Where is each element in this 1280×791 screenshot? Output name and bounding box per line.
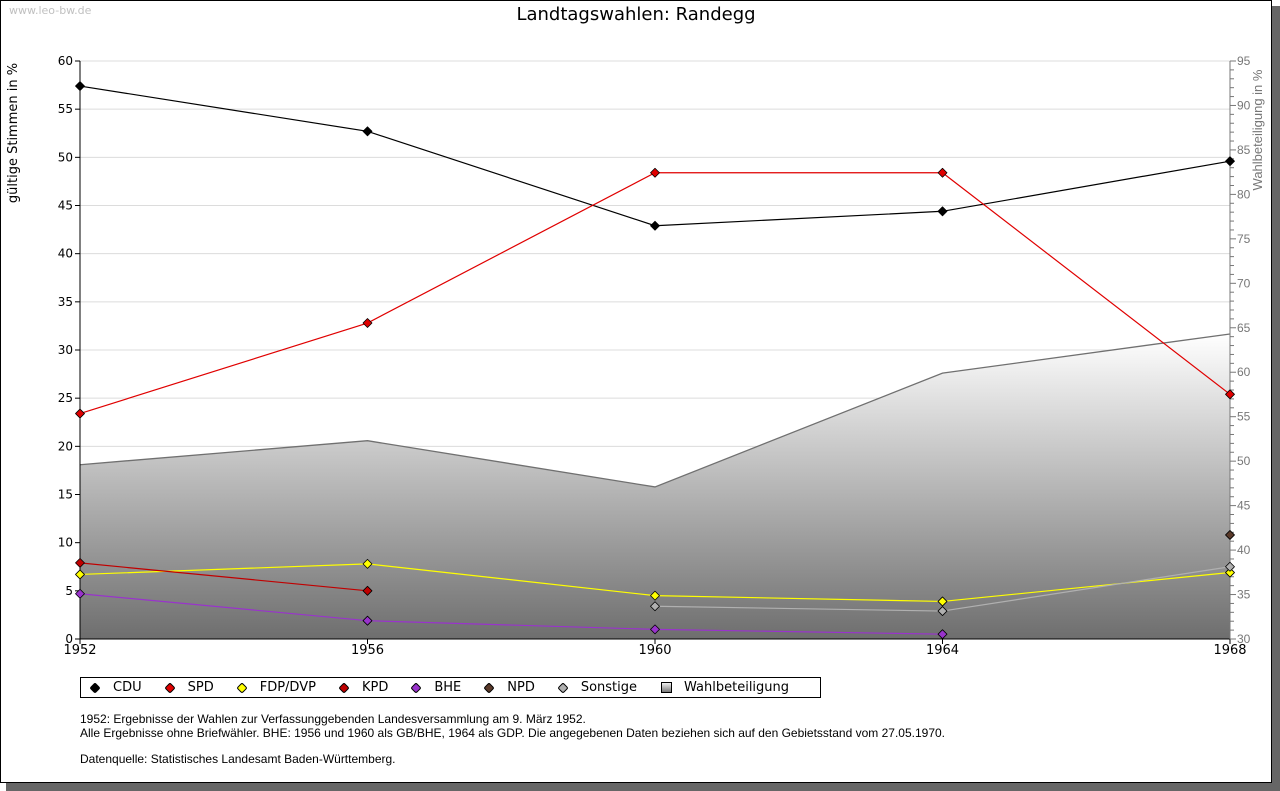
y-tick-label: 15 bbox=[58, 488, 73, 502]
y2-tick-label: 70 bbox=[1237, 276, 1251, 290]
legend-item-cdu: CDU bbox=[89, 680, 142, 695]
y2-tick-label: 60 bbox=[1237, 365, 1251, 379]
y-tick-label: 20 bbox=[58, 439, 73, 453]
legend-marker-icon bbox=[557, 681, 569, 694]
note-general: Alle Ergebnisse ohne Briefwähler. BHE: 1… bbox=[80, 726, 946, 740]
data-point-spd bbox=[650, 167, 660, 178]
data-point-kpd bbox=[75, 557, 85, 568]
data-point-bhe bbox=[362, 615, 373, 626]
data-point-npd bbox=[1225, 530, 1235, 540]
y-tick-label: 30 bbox=[58, 343, 73, 357]
legend-label: FDP/DVP bbox=[259, 680, 316, 695]
y2-axis-label: Wahlbeteiligung in % bbox=[1250, 69, 1265, 190]
y2-tick-label: 35 bbox=[1237, 588, 1251, 602]
y-tick-label: 60 bbox=[58, 54, 73, 68]
data-point-sonstige bbox=[1225, 561, 1235, 572]
x-tick-label: 1952 bbox=[63, 643, 96, 658]
y-tick-label: 35 bbox=[58, 295, 73, 309]
legend-item-kpd: KPD bbox=[338, 680, 389, 695]
data-point-sonstige bbox=[937, 606, 948, 616]
legend-area-icon bbox=[661, 682, 673, 693]
y-tick-label: 10 bbox=[58, 536, 73, 550]
legend-marker-icon bbox=[483, 681, 495, 694]
chart-plot: 0 5 10 15 20 25 30 35 40 45 50 55 60 1952 1956 1960 1964… bbox=[6, 54, 1265, 658]
data-point-fdp-dvp bbox=[1225, 567, 1235, 578]
x-tick-label: 1956 bbox=[351, 643, 384, 658]
data-point-cdu bbox=[1225, 156, 1235, 167]
legend-label: KPD bbox=[361, 680, 389, 695]
y2-tick-label: 95 bbox=[1237, 54, 1251, 68]
series-line-cdu bbox=[79, 85, 1231, 227]
data-point-fdp-dvp bbox=[650, 590, 660, 601]
legend-label: CDU bbox=[113, 680, 142, 695]
y-tick-label: 5 bbox=[65, 584, 73, 598]
y-tick-label: 25 bbox=[58, 391, 73, 405]
legend-item-npd: NPD bbox=[483, 680, 535, 695]
data-point-fdp-dvp bbox=[75, 569, 85, 580]
y-tick-label: 45 bbox=[58, 199, 73, 213]
data-point-spd bbox=[75, 408, 85, 419]
y2-tick-label: 75 bbox=[1237, 232, 1251, 246]
data-point-cdu bbox=[937, 206, 948, 217]
x-tick-label: 1960 bbox=[638, 643, 671, 658]
legend-label: NPD bbox=[507, 680, 535, 695]
data-point-fdp-dvp bbox=[937, 596, 948, 607]
y2-tick-label: 50 bbox=[1237, 454, 1251, 468]
data-point-bhe bbox=[650, 624, 660, 635]
y2-tick-label: 40 bbox=[1237, 543, 1251, 557]
legend-label: Sonstige bbox=[580, 680, 638, 695]
legend-marker-icon bbox=[236, 681, 248, 694]
data-point-bhe bbox=[937, 629, 948, 640]
legend: CDU SPD FDP/DVP KPD BHE NPD Sonstige Wah… bbox=[80, 677, 821, 698]
y2-tick-label: 85 bbox=[1237, 143, 1251, 157]
legend-marker-icon bbox=[338, 681, 350, 694]
data-point-cdu bbox=[75, 81, 85, 91]
y-tick-label: 0 bbox=[65, 632, 73, 646]
frame-shadow-bottom bbox=[6, 783, 1280, 791]
data-point-bhe bbox=[75, 588, 85, 599]
data-point-spd bbox=[1225, 389, 1235, 400]
legend-marker-icon bbox=[410, 681, 422, 694]
x-tick-label: 1964 bbox=[926, 643, 959, 658]
y2-tick-label: 45 bbox=[1237, 499, 1251, 513]
y-tick-label: 50 bbox=[58, 150, 73, 164]
y2-tick-label: 30 bbox=[1237, 632, 1251, 646]
legend-item-sonstige: Sonstige bbox=[557, 680, 638, 695]
y-tick-label: 40 bbox=[58, 247, 73, 261]
legend-label: Wahlbeteiligung bbox=[684, 680, 790, 695]
legend-item-wahlbeteiligung: Wahlbeteiligung bbox=[661, 680, 789, 695]
legend-label: BHE bbox=[434, 680, 462, 695]
y2-tick-label: 80 bbox=[1237, 187, 1251, 201]
frame-shadow-right bbox=[1272, 6, 1280, 791]
note-source: Datenquelle: Statistisches Landesamt Bad… bbox=[80, 752, 396, 766]
data-point-spd bbox=[362, 318, 373, 328]
watermark: www.leo-bw.de bbox=[9, 4, 92, 17]
data-point-fdp-dvp bbox=[362, 558, 373, 569]
turnout-line bbox=[79, 333, 1231, 488]
legend-item-bhe: BHE bbox=[410, 680, 462, 695]
series-line-bhe bbox=[79, 593, 943, 635]
data-point-cdu bbox=[650, 220, 660, 231]
x-tick-label: 1968 bbox=[1213, 643, 1246, 658]
legend-marker-icon bbox=[89, 681, 101, 694]
data-point-kpd bbox=[362, 585, 373, 596]
data-point-cdu bbox=[362, 126, 373, 137]
y-axis-label: gültige Stimmen in % bbox=[6, 63, 21, 203]
y2-tick-label: 55 bbox=[1237, 410, 1251, 424]
data-point-spd bbox=[937, 167, 948, 178]
y2-tick-label: 65 bbox=[1237, 321, 1251, 335]
y-tick-label: 55 bbox=[58, 102, 73, 116]
legend-marker-icon bbox=[163, 681, 176, 694]
data-point-sonstige bbox=[650, 601, 660, 612]
legend-label: SPD bbox=[187, 680, 214, 695]
legend-item-spd: SPD bbox=[163, 680, 214, 695]
series-line-kpd bbox=[79, 562, 368, 592]
y2-tick-label: 90 bbox=[1237, 98, 1251, 112]
note-1952: 1952: Ergebnisse der Wahlen zur Verfassu… bbox=[80, 712, 586, 726]
chart-title: Landtagswahlen: Randegg bbox=[516, 4, 756, 25]
legend-item-fdp-dvp: FDP/DVP bbox=[236, 680, 316, 695]
